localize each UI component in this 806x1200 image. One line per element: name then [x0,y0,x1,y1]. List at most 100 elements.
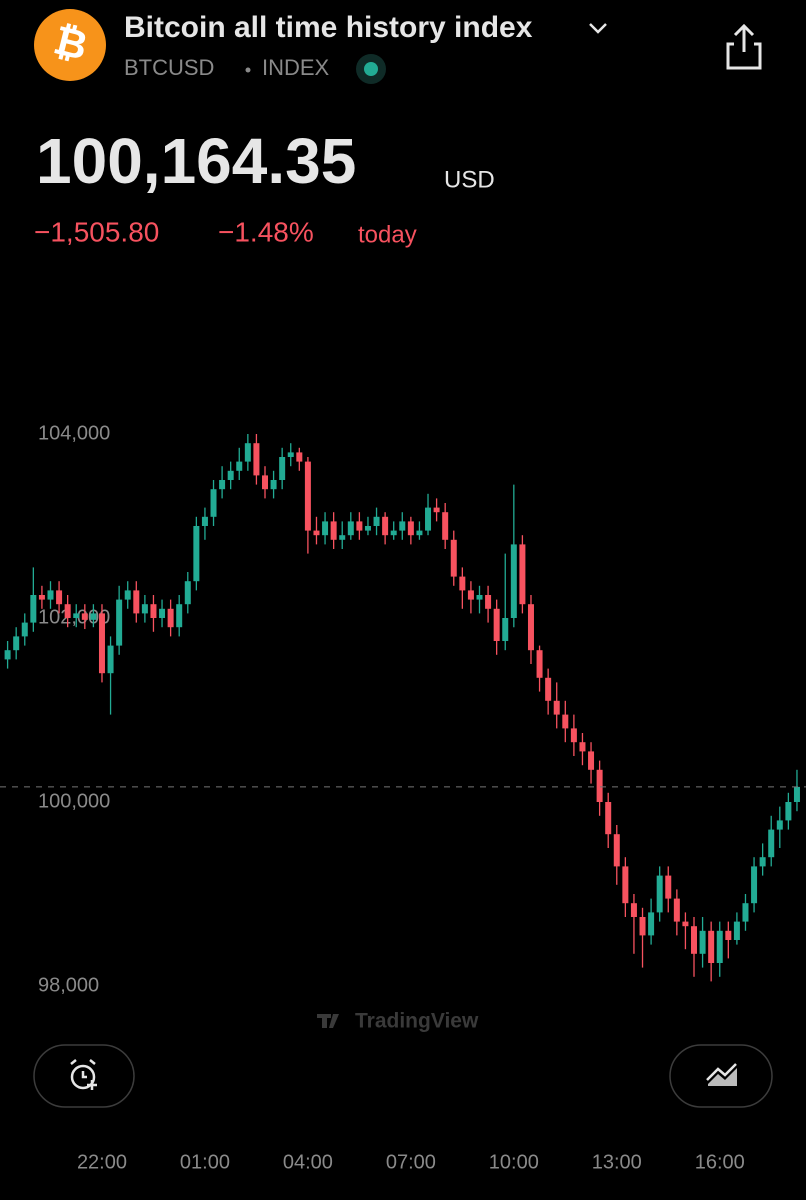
candle-body [622,866,629,904]
candle-body [588,751,595,770]
candle-body [630,903,637,917]
candle-body [656,875,663,913]
candle-body [682,921,689,927]
candle-body [725,930,732,940]
watermark-logo [317,1014,339,1028]
candle-body [459,576,466,591]
candle-body [596,769,603,802]
candle-body [691,926,697,954]
candle-body [536,650,543,678]
x-tick-label: 22:00 [77,1151,127,1173]
candle-body [47,590,54,600]
candle-body [81,613,88,620]
candle-body [244,443,251,462]
candle-body [73,613,80,618]
candle-body [485,595,492,609]
candle-body [90,613,97,620]
candle-body [502,618,509,641]
candle-body [570,728,577,743]
exchange: INDEX [262,55,330,80]
candle-body [493,608,500,641]
share-button[interactable] [726,23,762,70]
candle-body [124,590,131,600]
candle-body [287,452,294,457]
candle-body [613,834,620,867]
candle-body [4,650,11,660]
chart-type-button[interactable] [669,1044,773,1108]
candle-body [467,590,474,600]
currency: USD [444,166,495,193]
candle-body [605,802,612,835]
candle-body [270,480,277,490]
candle-body [545,677,552,701]
symbol-ticker: BTCUSD [124,55,214,80]
x-tick-label: 04:00 [283,1151,333,1173]
x-tick-label: 01:00 [180,1151,230,1173]
candle-body [262,475,268,490]
y-tick-label: 104,000 [38,422,110,444]
candle-body [313,530,320,536]
candle-body [279,457,286,480]
candle-body [219,480,226,490]
candle-body [433,507,440,513]
candle-body [768,829,775,858]
candle-body [38,595,45,600]
candle-body [793,786,800,802]
candle-body [450,539,457,577]
candle-body [322,521,329,536]
change-period: today [358,221,417,248]
candle-body [399,521,406,531]
chart-type-icon [706,1063,737,1086]
candle-body [373,516,380,526]
status-dot [364,62,378,76]
candle-body [785,802,792,821]
x-tick-label: 10:00 [489,1151,539,1173]
candle-body [236,461,243,471]
candle-body [184,581,191,605]
candle-body [553,700,560,715]
candle-body [296,452,303,462]
last-price: 100,164.35 [36,125,356,197]
candle-body [107,645,114,674]
candle-body [708,930,715,963]
candle-body [21,622,28,637]
candle-body [356,521,363,531]
candle-body [201,516,208,526]
candle-body [98,613,105,674]
candle-body [742,903,749,922]
alert-icon [70,1059,97,1090]
candle-body [442,512,449,540]
candle-body [64,604,71,618]
candle-body [304,461,311,531]
candle-body [751,866,758,904]
price-change: −1,505.80 [34,216,159,247]
percent-change: −1.48% [218,216,314,247]
candle-body [56,590,63,605]
candle-body [133,590,140,614]
candle-body [176,604,183,628]
candle-body [673,898,680,922]
candle-body [416,530,423,536]
candle-body [639,917,646,936]
candle-body [510,544,517,618]
candle-body [562,714,569,729]
candle-body [425,507,432,531]
symbol-title[interactable]: Bitcoin all time history index [124,11,533,44]
candle-body [347,521,354,536]
candle-body [390,530,397,536]
watermark: TradingView [355,1010,479,1033]
candle-body [13,636,20,651]
candle-body [716,930,723,963]
candle-body [382,516,389,536]
candle-body [648,912,655,936]
x-tick-label: 16:00 [695,1151,745,1173]
candle-body [339,535,346,540]
candle-body [193,526,200,582]
candle-body [141,604,148,614]
candle-body [699,930,706,954]
title-chevron[interactable] [589,23,607,34]
x-tick-label: 13:00 [592,1151,642,1173]
candle-body [150,604,157,618]
candle-body [116,599,123,646]
